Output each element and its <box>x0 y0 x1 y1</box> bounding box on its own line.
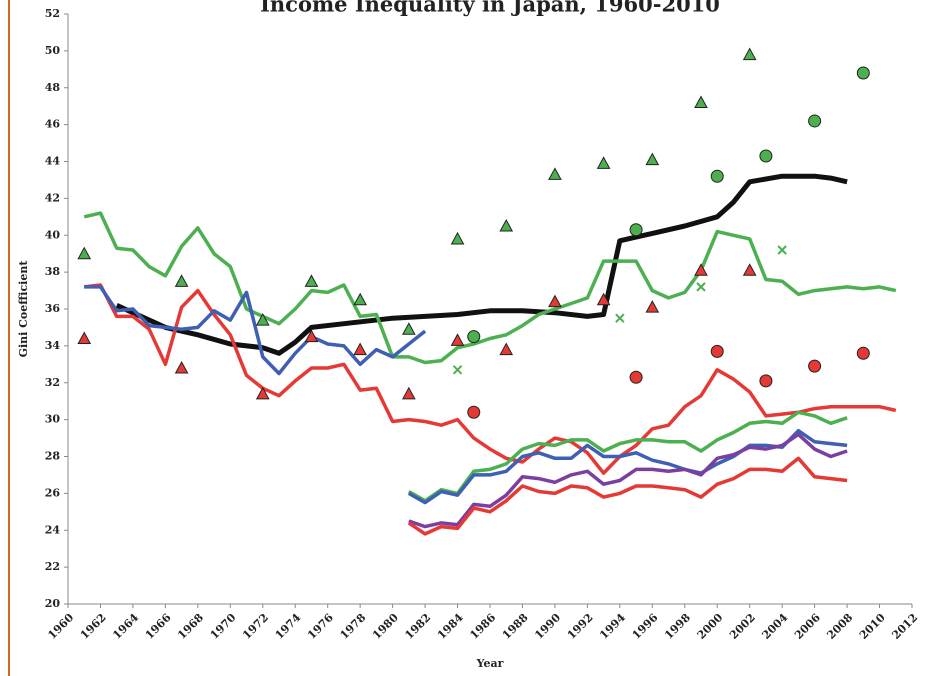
x-tick-label: 1992 <box>565 611 596 642</box>
triangle-point <box>499 342 514 356</box>
y-tick-label: 48 <box>45 81 61 94</box>
triangle-point <box>255 386 270 400</box>
triangle-point <box>77 246 92 260</box>
y-tick-label: 36 <box>45 302 61 315</box>
x-tick-label: 2008 <box>824 611 855 642</box>
triangle-point <box>450 231 465 245</box>
circle-point <box>710 344 724 358</box>
triangle-point <box>174 274 189 287</box>
x-tick-label: 2010 <box>857 611 888 642</box>
y-tick-label: 40 <box>45 228 61 241</box>
triangle-point <box>694 95 708 108</box>
circle-point <box>467 330 481 344</box>
circle-point <box>629 223 643 237</box>
series-line <box>83 283 897 475</box>
x-tick-label: 1974 <box>273 611 304 642</box>
y-tick-label: 26 <box>45 486 61 499</box>
x-tick-label: 1962 <box>78 611 109 642</box>
triangle-point <box>174 360 189 374</box>
triangle-point <box>645 300 660 313</box>
x-axis-label: Year <box>476 657 504 670</box>
x-tick-label: 1966 <box>143 611 174 642</box>
y-tick-label: 22 <box>45 560 60 573</box>
x-tick-label: 1976 <box>305 611 336 642</box>
x-tick-label: 1988 <box>500 611 531 642</box>
triangle-point <box>548 167 562 180</box>
series-line <box>408 432 848 529</box>
x-tick-label: 1970 <box>208 611 239 642</box>
x-point <box>696 282 706 292</box>
circle-point <box>808 114 822 128</box>
triangle-point <box>742 47 757 61</box>
circle-point <box>629 370 643 384</box>
triangle-point <box>304 274 319 287</box>
circle-point <box>759 374 773 388</box>
x-tick-label: 1978 <box>338 611 369 642</box>
x-point <box>615 313 625 323</box>
circle-point <box>856 66 870 80</box>
x-tick-label: 2006 <box>792 611 823 642</box>
chart-title: Income Inequality in Japan, 1960-2010 <box>260 0 720 17</box>
circle-point <box>808 359 822 373</box>
triangle-point <box>77 331 92 344</box>
series-line <box>84 285 427 376</box>
triangle-point <box>645 152 660 166</box>
series-line <box>83 211 897 365</box>
x-tick-label: 1972 <box>240 611 271 642</box>
x-tick-label: 1994 <box>597 611 628 642</box>
series-line <box>407 410 848 503</box>
triangle-point <box>304 329 319 343</box>
y-tick-label: 32 <box>45 376 60 389</box>
y-tick-label: 46 <box>45 118 61 131</box>
x-tick-label: 1984 <box>435 611 466 642</box>
triangle-point <box>450 333 465 346</box>
triangle-point <box>596 156 611 169</box>
y-tick-label: 20 <box>45 597 61 610</box>
x-tick-label: 1990 <box>532 611 563 642</box>
x-tick-label: 2002 <box>727 611 758 642</box>
x-tick-label: 1986 <box>467 611 498 642</box>
circle-point <box>467 405 481 419</box>
triangle-point <box>499 218 514 232</box>
x-point <box>777 245 787 255</box>
x-tick-label: 2004 <box>760 611 791 642</box>
triangle-point <box>353 292 367 306</box>
x-tick-label: 1980 <box>370 611 401 642</box>
y-tick-label: 30 <box>45 413 61 426</box>
y-tick-label: 44 <box>45 155 61 168</box>
x-tick-label: 2012 <box>889 611 920 642</box>
circle-point <box>856 346 870 360</box>
y-tick-label: 38 <box>45 265 61 278</box>
triangle-point <box>353 342 367 356</box>
x-point <box>452 365 463 375</box>
circle-point <box>710 169 724 183</box>
y-axis-label: Gini Coefficient <box>17 260 30 358</box>
x-tick-label: 1996 <box>630 611 661 642</box>
y-tick-label: 24 <box>45 523 61 536</box>
triangle-point <box>255 313 270 326</box>
triangle-point <box>694 263 708 276</box>
x-tick-label: 1960 <box>45 611 76 642</box>
y-tick-label: 42 <box>45 191 60 204</box>
triangle-point <box>742 263 757 276</box>
y-tick-label: 34 <box>45 339 61 352</box>
series-line <box>407 456 848 536</box>
triangle-point <box>402 386 416 400</box>
x-tick-label: 1964 <box>110 611 141 642</box>
circle-point <box>759 149 773 163</box>
x-tick-label: 2000 <box>695 611 726 642</box>
y-tick-label: 28 <box>45 450 61 463</box>
x-tick-label: 1982 <box>402 611 433 642</box>
x-tick-label: 1998 <box>662 611 693 642</box>
x-tick-label: 1968 <box>175 611 206 642</box>
triangle-point <box>402 322 416 335</box>
triangle-point <box>548 294 562 308</box>
series-line <box>115 173 848 356</box>
triangle-point <box>596 292 611 306</box>
y-tick-label: 50 <box>45 44 61 57</box>
y-tick-label: 52 <box>45 7 60 20</box>
